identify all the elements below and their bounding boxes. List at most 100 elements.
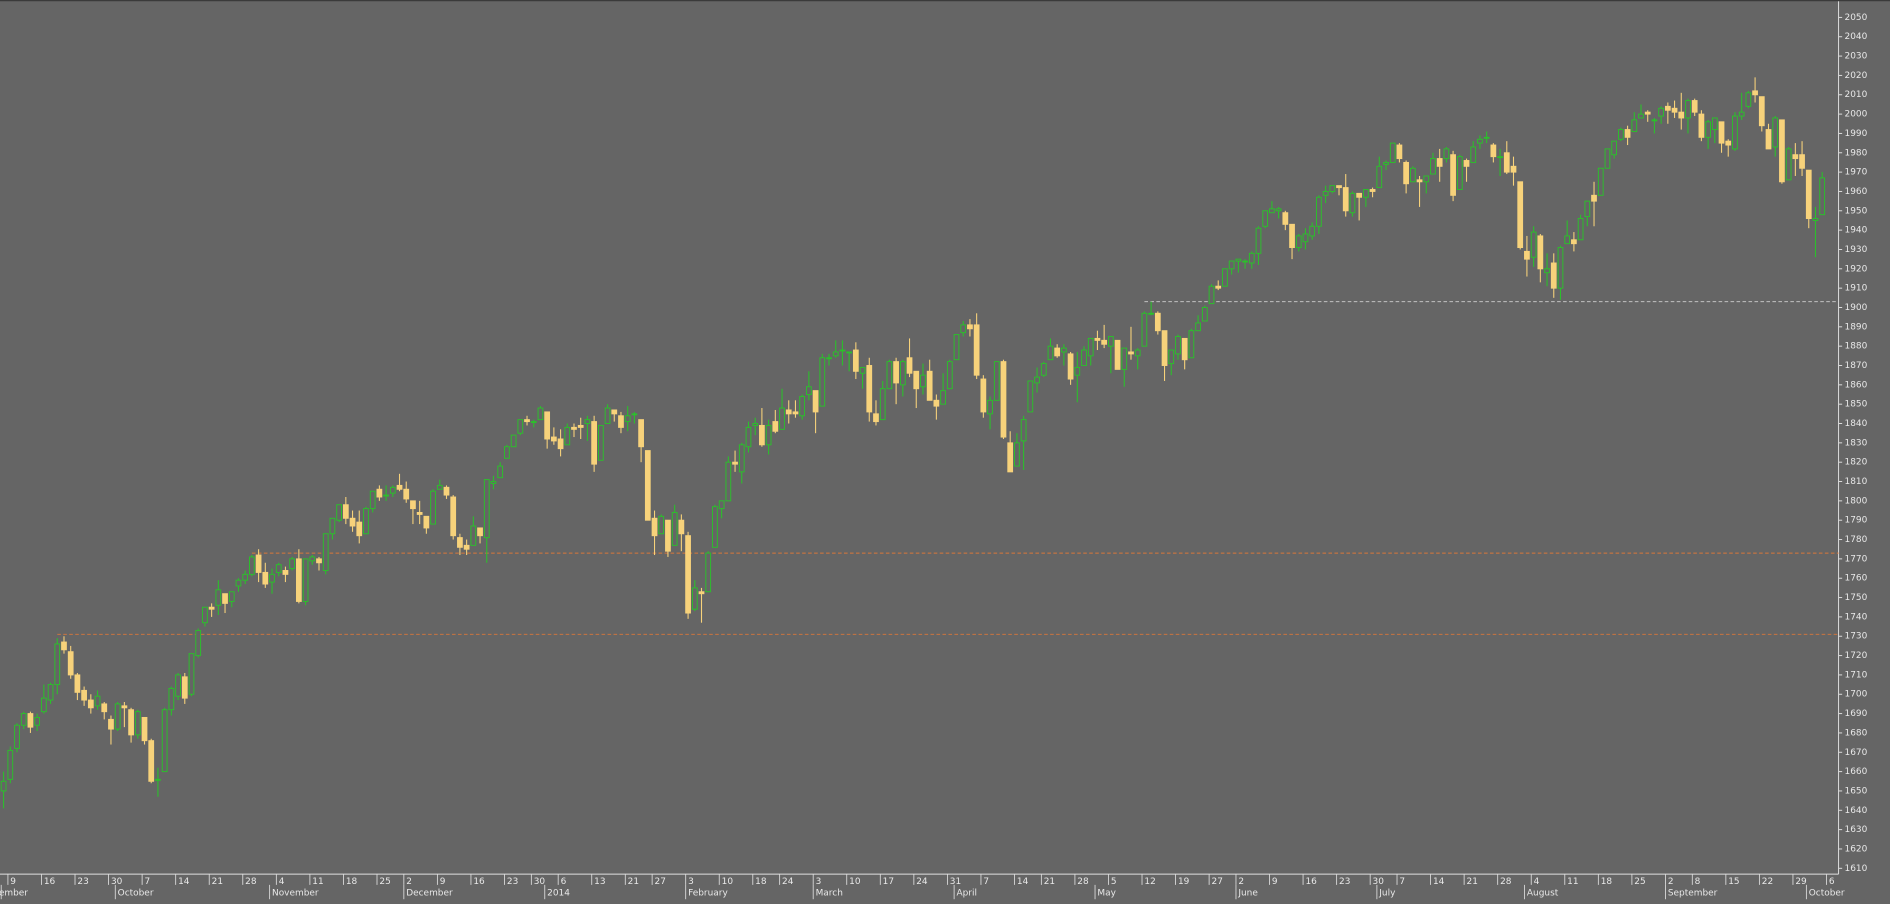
- candle-body: [1524, 250, 1530, 260]
- candle-body: [477, 527, 483, 537]
- candle-body: [0, 780, 7, 792]
- candle-body: [242, 573, 249, 581]
- month-label: September: [1668, 889, 1718, 899]
- y-tick-label: 1620: [1845, 844, 1868, 854]
- candle-body: [1020, 419, 1027, 442]
- candle-body: [1671, 107, 1678, 113]
- candle-body: [195, 629, 202, 657]
- x-tick-label: 16: [1305, 877, 1317, 887]
- candle-body: [524, 419, 530, 423]
- candle-body: [148, 740, 155, 782]
- candle-body: [1107, 336, 1114, 347]
- x-tick-label: 16: [473, 877, 485, 887]
- y-tick-label: 1770: [1845, 554, 1868, 564]
- candle-body: [1262, 210, 1269, 227]
- candle-body: [1651, 119, 1658, 122]
- candle-body: [544, 411, 551, 440]
- candle-body: [1409, 167, 1416, 183]
- y-tick-label: 1820: [1845, 458, 1868, 468]
- candle-body: [1591, 194, 1597, 202]
- candle-body: [738, 444, 745, 473]
- candle-body: [175, 674, 181, 697]
- candle-body: [1658, 107, 1665, 117]
- candle-body: [1034, 376, 1040, 384]
- candle-body: [1302, 233, 1309, 243]
- x-tick-label: 5: [1111, 877, 1117, 887]
- x-tick-label: 30: [1373, 877, 1385, 887]
- candle-body: [1463, 160, 1470, 167]
- candle-body: [1362, 189, 1369, 198]
- candle-body: [618, 415, 624, 428]
- x-tick-label: 18: [755, 877, 767, 887]
- y-tick-label: 1720: [1845, 651, 1868, 661]
- candle-body: [282, 570, 289, 575]
- candle-body: [530, 421, 537, 424]
- candle-body: [1725, 140, 1732, 146]
- candle-body: [20, 713, 27, 726]
- candle-body: [1799, 154, 1805, 169]
- candle-body: [1389, 142, 1396, 163]
- candle-body: [1423, 175, 1430, 183]
- candle-body: [275, 564, 282, 573]
- month-label: March: [816, 889, 843, 899]
- month-label: May: [1097, 889, 1116, 899]
- candle-body: [1215, 285, 1222, 289]
- candle-body: [208, 606, 215, 610]
- candle-body: [866, 365, 873, 413]
- candle-body: [557, 438, 564, 450]
- x-tick-label: 13: [594, 877, 605, 887]
- candle-body: [1718, 121, 1725, 144]
- candle-body: [54, 643, 61, 686]
- candle-body: [967, 324, 973, 330]
- candle-body: [1664, 105, 1671, 111]
- candle-body: [577, 424, 584, 428]
- y-tick-label: 1960: [1845, 187, 1868, 197]
- candle-body: [785, 409, 792, 415]
- candle-body: [1309, 225, 1316, 237]
- y-tick-label: 1970: [1845, 168, 1868, 178]
- candle-body: [430, 490, 436, 525]
- candle-body: [960, 324, 967, 334]
- y-tick-label: 1940: [1845, 226, 1868, 236]
- candle-body: [832, 351, 839, 357]
- candle-body: [1349, 192, 1356, 214]
- candle-body: [376, 488, 383, 498]
- x-tick-label: 7: [145, 877, 151, 887]
- candle-body: [1181, 337, 1188, 361]
- candle-body: [1732, 115, 1738, 150]
- x-tick-label: 23: [77, 877, 88, 887]
- y-tick-label: 1640: [1845, 806, 1868, 816]
- y-tick-label: 2040: [1845, 32, 1868, 42]
- candle-body: [953, 334, 960, 361]
- x-tick-label: 21: [628, 877, 639, 887]
- candle-body: [1490, 144, 1497, 158]
- x-tick-label: 11: [312, 877, 323, 887]
- candle-body: [1316, 196, 1322, 227]
- candle-body: [1644, 111, 1651, 115]
- y-tick-label: 1740: [1845, 612, 1868, 622]
- candle-body: [1047, 345, 1054, 361]
- candle-body: [302, 558, 309, 602]
- candle-body: [1228, 260, 1235, 270]
- candle-body: [161, 709, 168, 773]
- x-tick-label: 27: [655, 877, 666, 887]
- candle-body: [993, 361, 1000, 401]
- y-tick-label: 1660: [1845, 767, 1868, 777]
- y-tick-label: 1810: [1845, 477, 1868, 487]
- candle-body: [1248, 252, 1255, 264]
- y-tick-label: 1840: [1845, 419, 1868, 429]
- candle-body: [644, 450, 651, 521]
- x-tick-label: 2: [1238, 877, 1244, 887]
- y-tick-label: 1850: [1845, 400, 1868, 410]
- x-tick-label: 21: [212, 877, 223, 887]
- x-tick-label: 8: [1695, 877, 1701, 887]
- candle-body: [658, 515, 665, 535]
- candle-body: [913, 370, 920, 390]
- month-label: June: [1237, 889, 1258, 899]
- candle-body: [1617, 129, 1624, 140]
- candle-body: [309, 556, 316, 562]
- candle-body: [550, 436, 557, 442]
- candle-body: [1812, 218, 1819, 221]
- candle-body: [1289, 223, 1295, 249]
- candle-body: [121, 705, 128, 709]
